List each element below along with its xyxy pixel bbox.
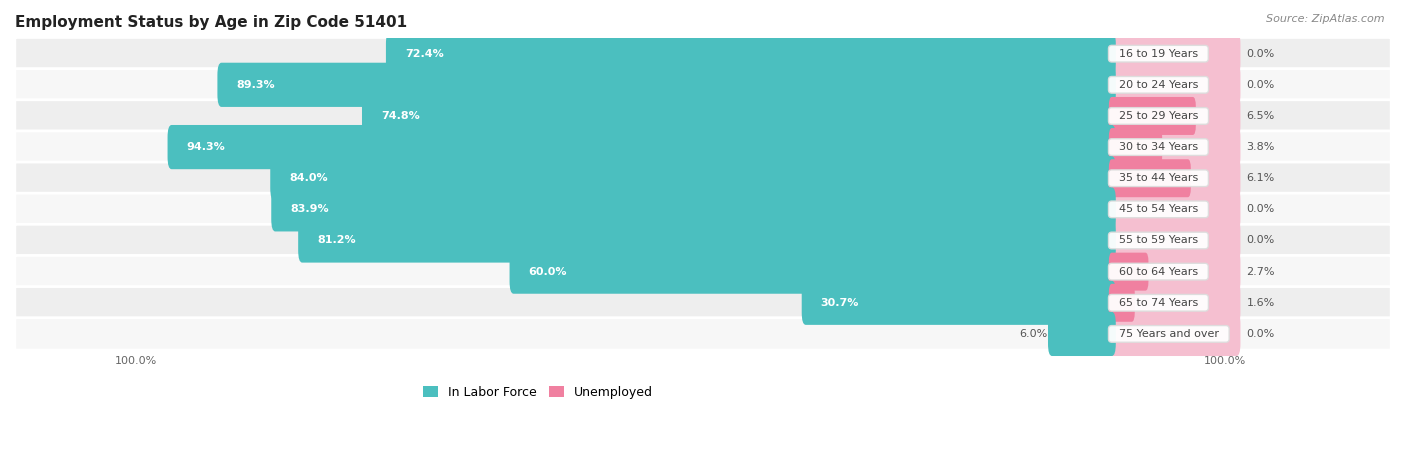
FancyBboxPatch shape bbox=[1108, 94, 1240, 138]
Text: 3.8%: 3.8% bbox=[1247, 142, 1275, 152]
FancyBboxPatch shape bbox=[15, 287, 1391, 319]
Text: 89.3%: 89.3% bbox=[236, 80, 276, 90]
FancyBboxPatch shape bbox=[1109, 159, 1191, 197]
FancyBboxPatch shape bbox=[15, 224, 1391, 256]
Text: 6.0%: 6.0% bbox=[1019, 329, 1047, 339]
FancyBboxPatch shape bbox=[15, 131, 1391, 163]
Text: 60.0%: 60.0% bbox=[529, 267, 567, 277]
FancyBboxPatch shape bbox=[15, 256, 1391, 288]
Text: 2.7%: 2.7% bbox=[1247, 267, 1275, 277]
FancyBboxPatch shape bbox=[1108, 312, 1240, 356]
FancyBboxPatch shape bbox=[15, 162, 1391, 194]
FancyBboxPatch shape bbox=[1108, 281, 1240, 325]
Text: Employment Status by Age in Zip Code 51401: Employment Status by Age in Zip Code 514… bbox=[15, 15, 408, 30]
FancyBboxPatch shape bbox=[509, 249, 1116, 294]
Text: 0.0%: 0.0% bbox=[1247, 49, 1275, 58]
FancyBboxPatch shape bbox=[1108, 249, 1240, 294]
FancyBboxPatch shape bbox=[15, 193, 1391, 225]
Text: 0.0%: 0.0% bbox=[1247, 329, 1275, 339]
Text: 60 to 64 Years: 60 to 64 Years bbox=[1112, 267, 1205, 277]
Text: 25 to 29 Years: 25 to 29 Years bbox=[1112, 111, 1205, 121]
FancyBboxPatch shape bbox=[167, 125, 1116, 169]
Text: 94.3%: 94.3% bbox=[187, 142, 225, 152]
Text: 100.0%: 100.0% bbox=[115, 356, 157, 366]
FancyBboxPatch shape bbox=[270, 156, 1116, 200]
FancyBboxPatch shape bbox=[1109, 128, 1163, 166]
FancyBboxPatch shape bbox=[1109, 97, 1197, 135]
Text: 0.0%: 0.0% bbox=[1247, 235, 1275, 246]
Text: 20 to 24 Years: 20 to 24 Years bbox=[1112, 80, 1205, 90]
FancyBboxPatch shape bbox=[1109, 284, 1135, 322]
FancyBboxPatch shape bbox=[298, 218, 1116, 263]
Text: 65 to 74 Years: 65 to 74 Years bbox=[1112, 298, 1205, 308]
FancyBboxPatch shape bbox=[1108, 63, 1240, 107]
FancyBboxPatch shape bbox=[218, 63, 1116, 107]
Text: 75 Years and over: 75 Years and over bbox=[1112, 329, 1226, 339]
Text: 74.8%: 74.8% bbox=[381, 111, 419, 121]
FancyBboxPatch shape bbox=[1108, 125, 1240, 169]
FancyBboxPatch shape bbox=[361, 94, 1116, 138]
FancyBboxPatch shape bbox=[1047, 312, 1116, 356]
Text: 81.2%: 81.2% bbox=[318, 235, 356, 246]
FancyBboxPatch shape bbox=[15, 100, 1391, 132]
FancyBboxPatch shape bbox=[1108, 218, 1240, 263]
FancyBboxPatch shape bbox=[1108, 187, 1240, 231]
Text: 84.0%: 84.0% bbox=[290, 173, 328, 183]
Text: 55 to 59 Years: 55 to 59 Years bbox=[1112, 235, 1205, 246]
Text: 6.1%: 6.1% bbox=[1247, 173, 1275, 183]
FancyBboxPatch shape bbox=[15, 318, 1391, 350]
FancyBboxPatch shape bbox=[271, 187, 1116, 231]
Text: 30 to 34 Years: 30 to 34 Years bbox=[1112, 142, 1205, 152]
FancyBboxPatch shape bbox=[1108, 156, 1240, 200]
Text: 0.0%: 0.0% bbox=[1247, 204, 1275, 214]
Text: 83.9%: 83.9% bbox=[290, 204, 329, 214]
Text: 72.4%: 72.4% bbox=[405, 49, 444, 58]
FancyBboxPatch shape bbox=[1108, 32, 1240, 76]
Text: 30.7%: 30.7% bbox=[821, 298, 859, 308]
FancyBboxPatch shape bbox=[15, 68, 1391, 101]
Text: 16 to 19 Years: 16 to 19 Years bbox=[1112, 49, 1205, 58]
Text: 1.6%: 1.6% bbox=[1247, 298, 1275, 308]
Text: 100.0%: 100.0% bbox=[1204, 356, 1247, 366]
Text: 35 to 44 Years: 35 to 44 Years bbox=[1112, 173, 1205, 183]
FancyBboxPatch shape bbox=[1109, 252, 1149, 291]
Text: Source: ZipAtlas.com: Source: ZipAtlas.com bbox=[1267, 14, 1385, 23]
Text: 45 to 54 Years: 45 to 54 Years bbox=[1112, 204, 1205, 214]
Legend: In Labor Force, Unemployed: In Labor Force, Unemployed bbox=[418, 381, 658, 404]
Text: 0.0%: 0.0% bbox=[1247, 80, 1275, 90]
Text: 6.5%: 6.5% bbox=[1247, 111, 1275, 121]
FancyBboxPatch shape bbox=[385, 32, 1116, 76]
FancyBboxPatch shape bbox=[15, 37, 1391, 70]
FancyBboxPatch shape bbox=[801, 281, 1116, 325]
